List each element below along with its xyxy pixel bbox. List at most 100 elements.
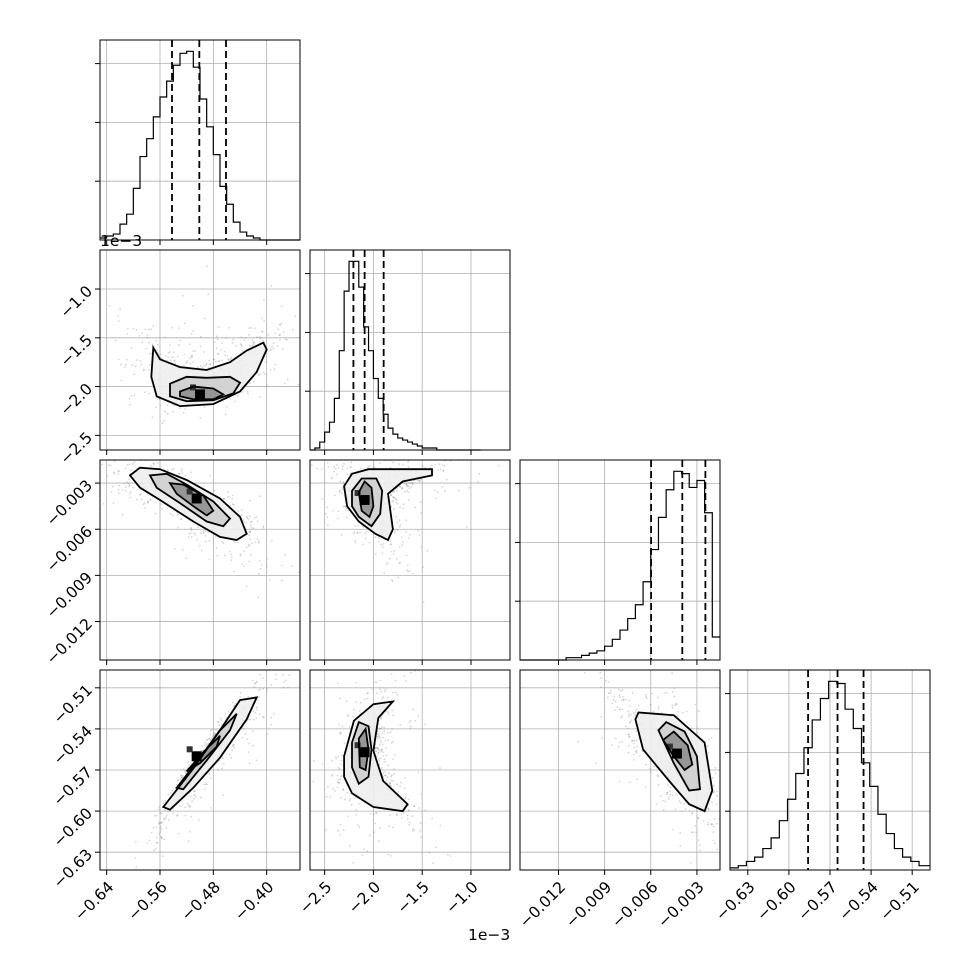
sample-point [166, 404, 169, 407]
sample-point [732, 822, 734, 824]
sample-point [91, 356, 93, 358]
sample-point [384, 774, 386, 777]
sample-point [378, 728, 381, 731]
sample-point [188, 532, 191, 535]
sample-point [338, 767, 341, 770]
contour-line-level-2 [357, 480, 375, 519]
sample-point [376, 747, 379, 750]
sample-point [185, 361, 188, 364]
sample-point [110, 490, 112, 493]
sample-point [394, 753, 397, 756]
sample-point [162, 818, 165, 820]
sample-point [698, 710, 700, 713]
sample-point [722, 848, 724, 850]
sample-point [189, 532, 192, 534]
sample-point [366, 692, 369, 695]
sample-point [249, 345, 252, 347]
sample-point [633, 746, 636, 749]
sample-point [261, 330, 264, 333]
sample-point [133, 394, 136, 397]
sample-point [102, 503, 105, 505]
sample-point [146, 334, 149, 336]
sample-point [635, 751, 638, 754]
sample-point [223, 498, 226, 500]
sample-point [227, 358, 229, 360]
sample-point [282, 673, 284, 676]
sample-point [247, 392, 249, 395]
sample-point [199, 417, 202, 419]
sample-point [658, 705, 660, 708]
sample-point [208, 539, 211, 542]
sample-point [131, 462, 134, 465]
sample-point [344, 509, 347, 511]
sample-point [292, 663, 294, 665]
sample-point [671, 828, 674, 831]
y-tick-label: −0.51 [50, 681, 96, 727]
sample-point [243, 727, 246, 730]
sample-point [184, 770, 186, 772]
sample-point [258, 341, 261, 344]
sample-point [147, 501, 149, 504]
sample-point [192, 330, 194, 332]
sample-point [775, 958, 777, 960]
sample-point [107, 453, 109, 455]
sample-point [128, 404, 131, 406]
sample-point [154, 512, 157, 515]
sample-point [462, 456, 464, 458]
sample-point [133, 327, 135, 330]
sample-point [622, 698, 625, 701]
sample-point [132, 486, 135, 489]
offset-label-bottom: 1e−3 [468, 926, 510, 944]
sample-point [379, 757, 382, 760]
sample-point [398, 562, 401, 565]
sample-point [391, 774, 393, 777]
sample-point [240, 514, 243, 517]
sample-point [164, 809, 166, 811]
sample-point [206, 265, 208, 267]
sample-point [251, 542, 253, 545]
sample-point [407, 537, 410, 539]
sample-point [184, 408, 186, 411]
sample-point [389, 543, 392, 546]
sample-point [390, 784, 393, 787]
sample-point [207, 737, 210, 740]
sample-point [727, 734, 729, 736]
sample-point [337, 778, 340, 781]
sample-point [250, 553, 253, 556]
sample-point [690, 813, 693, 815]
sample-point [148, 392, 150, 395]
sample-point [216, 352, 219, 355]
sample-point [331, 477, 333, 480]
sample-point [364, 532, 367, 535]
sample-point [382, 736, 384, 739]
sample-point [688, 809, 691, 812]
sample-point [373, 831, 376, 834]
sample-point [241, 736, 244, 739]
sample-point [231, 503, 234, 506]
panel-frame [309, 669, 511, 871]
sample-point [685, 710, 688, 713]
sample-point [177, 327, 180, 329]
sample-point [401, 544, 403, 547]
sample-point [168, 818, 171, 821]
sample-point [98, 345, 100, 347]
sample-point [388, 781, 391, 784]
sample-point [229, 358, 232, 361]
sample-point [633, 753, 636, 756]
sample-point [259, 688, 261, 691]
sample-point [239, 691, 242, 694]
sample-point [379, 462, 382, 464]
sample-point [207, 293, 210, 296]
sample-point [227, 710, 230, 713]
sample-point [394, 497, 396, 499]
sample-point [193, 797, 195, 800]
sample-point [417, 917, 419, 919]
sample-point [153, 849, 155, 852]
sample-point [194, 533, 197, 536]
sample-point [380, 748, 383, 751]
sample-point [284, 338, 287, 340]
sample-point [716, 794, 719, 797]
sample-point [355, 808, 358, 811]
sample-point [339, 763, 342, 765]
sample-point [205, 364, 208, 366]
